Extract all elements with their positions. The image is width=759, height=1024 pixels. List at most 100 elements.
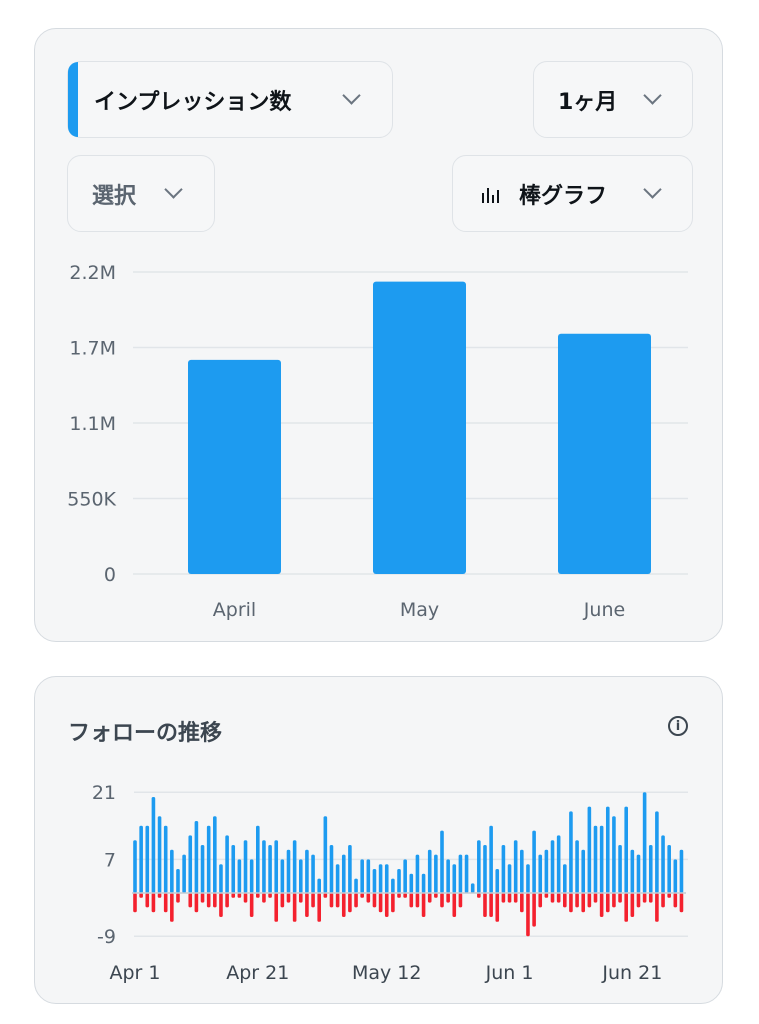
y-tick-label: 2.2M: [69, 262, 116, 284]
negative-bar: [661, 893, 665, 908]
positive-bar: [544, 849, 549, 893]
positive-bar: [243, 840, 248, 893]
bar-june: [558, 333, 651, 574]
positive-bar: [501, 845, 506, 893]
positive-bar: [605, 806, 610, 893]
negative-bar: [317, 893, 321, 922]
negative-bar: [329, 893, 334, 908]
negative-bar: [520, 893, 524, 913]
negative-bar: [268, 893, 272, 898]
positive-bar: [391, 878, 395, 893]
negative-bar: [679, 893, 684, 913]
positive-bar: [507, 864, 512, 893]
negative-bar: [673, 893, 678, 908]
negative-bar: [575, 893, 579, 908]
positive-bar: [655, 811, 659, 893]
negative-bar: [384, 893, 389, 917]
negative-bar: [409, 893, 414, 908]
negative-bar: [612, 893, 616, 908]
positive-bar: [219, 864, 223, 893]
bar-april: [188, 359, 281, 574]
negative-bar: [403, 893, 407, 898]
positive-bar: [636, 854, 641, 893]
x-tick-label: April: [213, 599, 256, 621]
negative-bar: [667, 893, 671, 898]
select-dropdown[interactable]: 選択: [67, 155, 215, 232]
positive-bar: [477, 840, 481, 893]
positive-bar: [612, 816, 616, 893]
negative-bar: [213, 893, 217, 908]
x-tick-label: May 12: [352, 962, 422, 984]
positive-bar: [470, 883, 475, 893]
negative-bar: [421, 893, 426, 917]
y-tick-label: 0: [104, 564, 116, 586]
positive-bar: [642, 792, 647, 893]
positive-bar: [397, 869, 401, 893]
positive-bar: [133, 840, 137, 893]
negative-bar: [335, 893, 340, 908]
positive-bar: [268, 845, 272, 893]
positive-bar: [489, 825, 493, 893]
negative-bar: [648, 893, 653, 903]
negative-bar: [378, 893, 383, 913]
y-tick-label: -9: [97, 926, 116, 948]
positive-bar: [372, 869, 377, 893]
negative-bar: [280, 893, 285, 908]
positive-bar: [581, 849, 586, 893]
positive-bar: [323, 816, 328, 893]
negative-bar: [563, 893, 567, 908]
negative-bar: [501, 893, 506, 903]
positive-bar: [182, 854, 186, 893]
positive-bar: [446, 859, 450, 893]
period-dropdown[interactable]: 1ヶ月: [533, 61, 693, 138]
positive-bar: [145, 825, 150, 893]
info-circle-icon[interactable]: i: [668, 716, 688, 736]
positive-bar: [139, 825, 143, 893]
positive-bar: [249, 859, 254, 893]
negative-bar: [618, 893, 622, 903]
positive-bar: [587, 806, 592, 893]
negative-bar: [655, 893, 659, 922]
negative-bar: [440, 893, 444, 908]
negative-bar: [341, 893, 346, 917]
positive-bar: [427, 849, 432, 893]
negative-bar: [550, 893, 555, 903]
y-tick-label: 21: [92, 782, 116, 804]
positive-bar: [513, 840, 518, 893]
impressions-bar-chart: 0 550K 1.1M 1.7M 2.2M April May June: [67, 262, 688, 621]
negative-bar: [587, 893, 592, 908]
negative-bar: [636, 893, 641, 908]
negative-bar: [458, 893, 463, 908]
positive-bar: [679, 849, 684, 893]
negative-bar: [569, 893, 573, 913]
negative-bar: [507, 893, 512, 903]
negative-bar: [366, 893, 371, 903]
positive-bar: [360, 859, 364, 893]
positive-bar: [280, 859, 285, 893]
positive-bar: [341, 854, 346, 893]
negative-bar: [391, 893, 395, 913]
negative-bar: [139, 893, 143, 898]
negative-bar: [237, 893, 242, 898]
negative-bar: [348, 893, 352, 913]
positive-bar: [495, 869, 500, 893]
positive-bar: [237, 859, 242, 893]
negative-bar: [200, 893, 205, 903]
positive-bar: [311, 854, 315, 893]
y-tick-label: 7: [104, 849, 116, 871]
positive-bar: [483, 845, 487, 893]
metric-dropdown[interactable]: インプレッション数: [67, 61, 393, 138]
positive-bar: [256, 825, 260, 893]
negative-bar: [477, 893, 481, 898]
x-tick-label: May: [400, 599, 439, 621]
chart-type-dropdown[interactable]: 棒グラフ: [452, 155, 693, 232]
negative-bar: [538, 893, 543, 908]
positive-bar: [335, 864, 340, 893]
positive-bar: [593, 825, 598, 893]
positive-bar: [274, 840, 279, 893]
positive-bar: [305, 849, 309, 893]
negative-bar: [231, 893, 236, 898]
negative-bar: [581, 893, 586, 913]
positive-bar: [648, 845, 653, 893]
